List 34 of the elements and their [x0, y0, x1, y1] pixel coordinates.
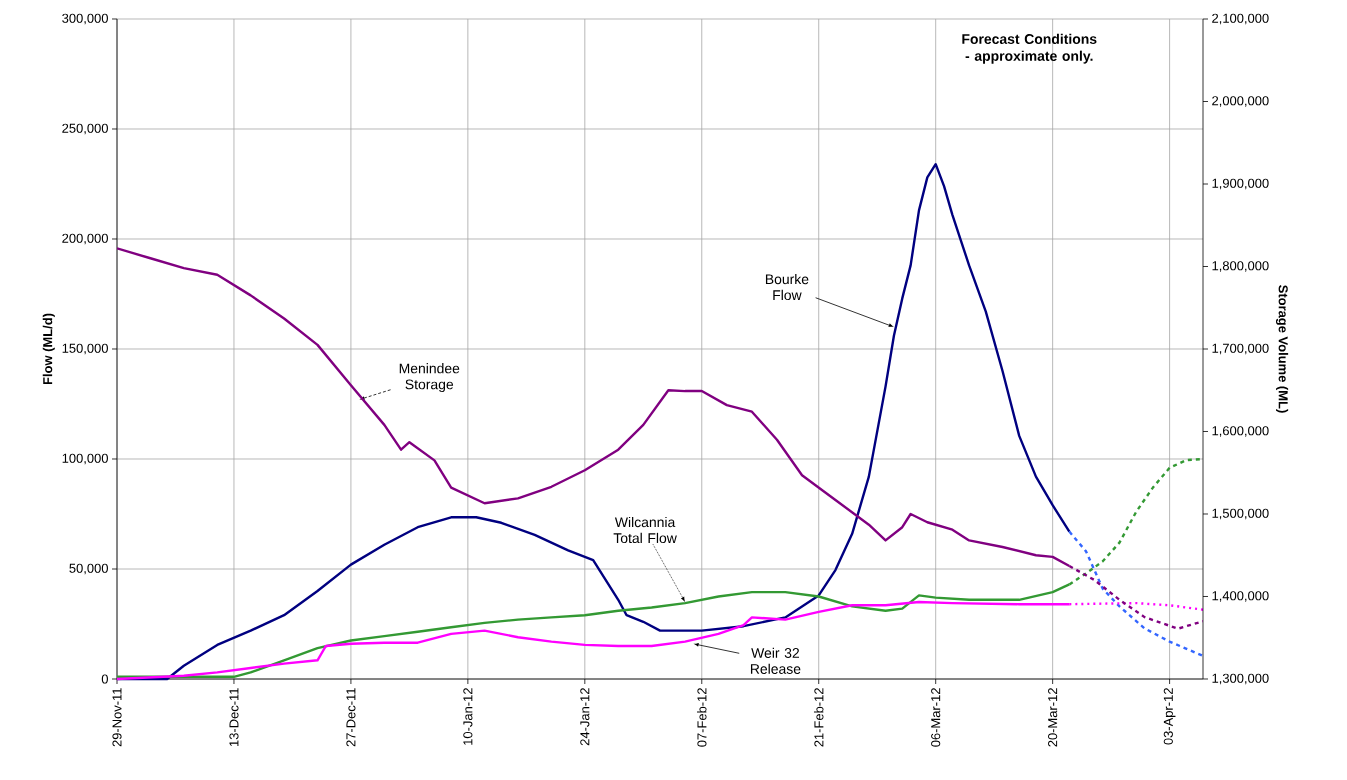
- y2-tick-label: 2,100,000: [1212, 13, 1269, 25]
- y2-tick-label: 1,800,000: [1212, 261, 1269, 272]
- y-tick-label: 250,000: [62, 123, 108, 135]
- y2-tick-label: 1,500,000: [1212, 508, 1269, 520]
- y-tick-label: 100,000: [62, 453, 108, 465]
- y-tick-label: 0: [101, 674, 108, 684]
- y-tick-label: 300,000: [62, 13, 108, 25]
- x-tick-label: 03-Apr-12: [1163, 688, 1176, 745]
- annotation: Weir 32 Release: [750, 647, 801, 674]
- y-tick-label: 200,000: [62, 233, 108, 245]
- x-tick-label: 13-Dec-11: [229, 688, 239, 747]
- x-tick-label: 20-Mar-12: [1048, 688, 1058, 747]
- x-tick-label: 27-Dec-11: [346, 688, 356, 747]
- y2-tick-label: 1,700,000: [1212, 343, 1269, 355]
- x-tick-label: 29-Nov-11: [112, 688, 122, 747]
- y2-tick-label: 1,900,000: [1212, 178, 1269, 190]
- annotation: Wilcannia Total Flow: [613, 516, 677, 544]
- y2-tick-label: 1,600,000: [1212, 426, 1269, 437]
- y2-tick-label: 1,300,000: [1212, 673, 1269, 685]
- y2-tick-label: 1,400,000: [1212, 591, 1269, 602]
- x-tick-label: 10-Jan-12: [463, 688, 473, 745]
- x-tick-label: 06-Mar-12: [931, 688, 941, 747]
- y-tick-label: 50,000: [69, 563, 108, 575]
- line-series: [1068, 530, 1205, 658]
- x-tick-label: 24-Jan-12: [580, 688, 590, 746]
- annotation: Menindee Storage: [399, 363, 460, 393]
- y2-axis-title: Storage Volume (ML): [1275, 285, 1289, 413]
- y-axis-title: Flow (ML/d): [42, 313, 55, 385]
- y-tick-label: 150,000: [62, 343, 108, 355]
- x-tick-label: 07-Feb-12: [697, 688, 707, 747]
- annotation: Forecast Conditions - approximate only.: [962, 33, 1097, 64]
- x-tick-label: 21-Feb-12: [813, 688, 824, 747]
- y2-tick-label: 2,000,000: [1212, 96, 1269, 107]
- annotation: Bourke Flow: [765, 273, 809, 301]
